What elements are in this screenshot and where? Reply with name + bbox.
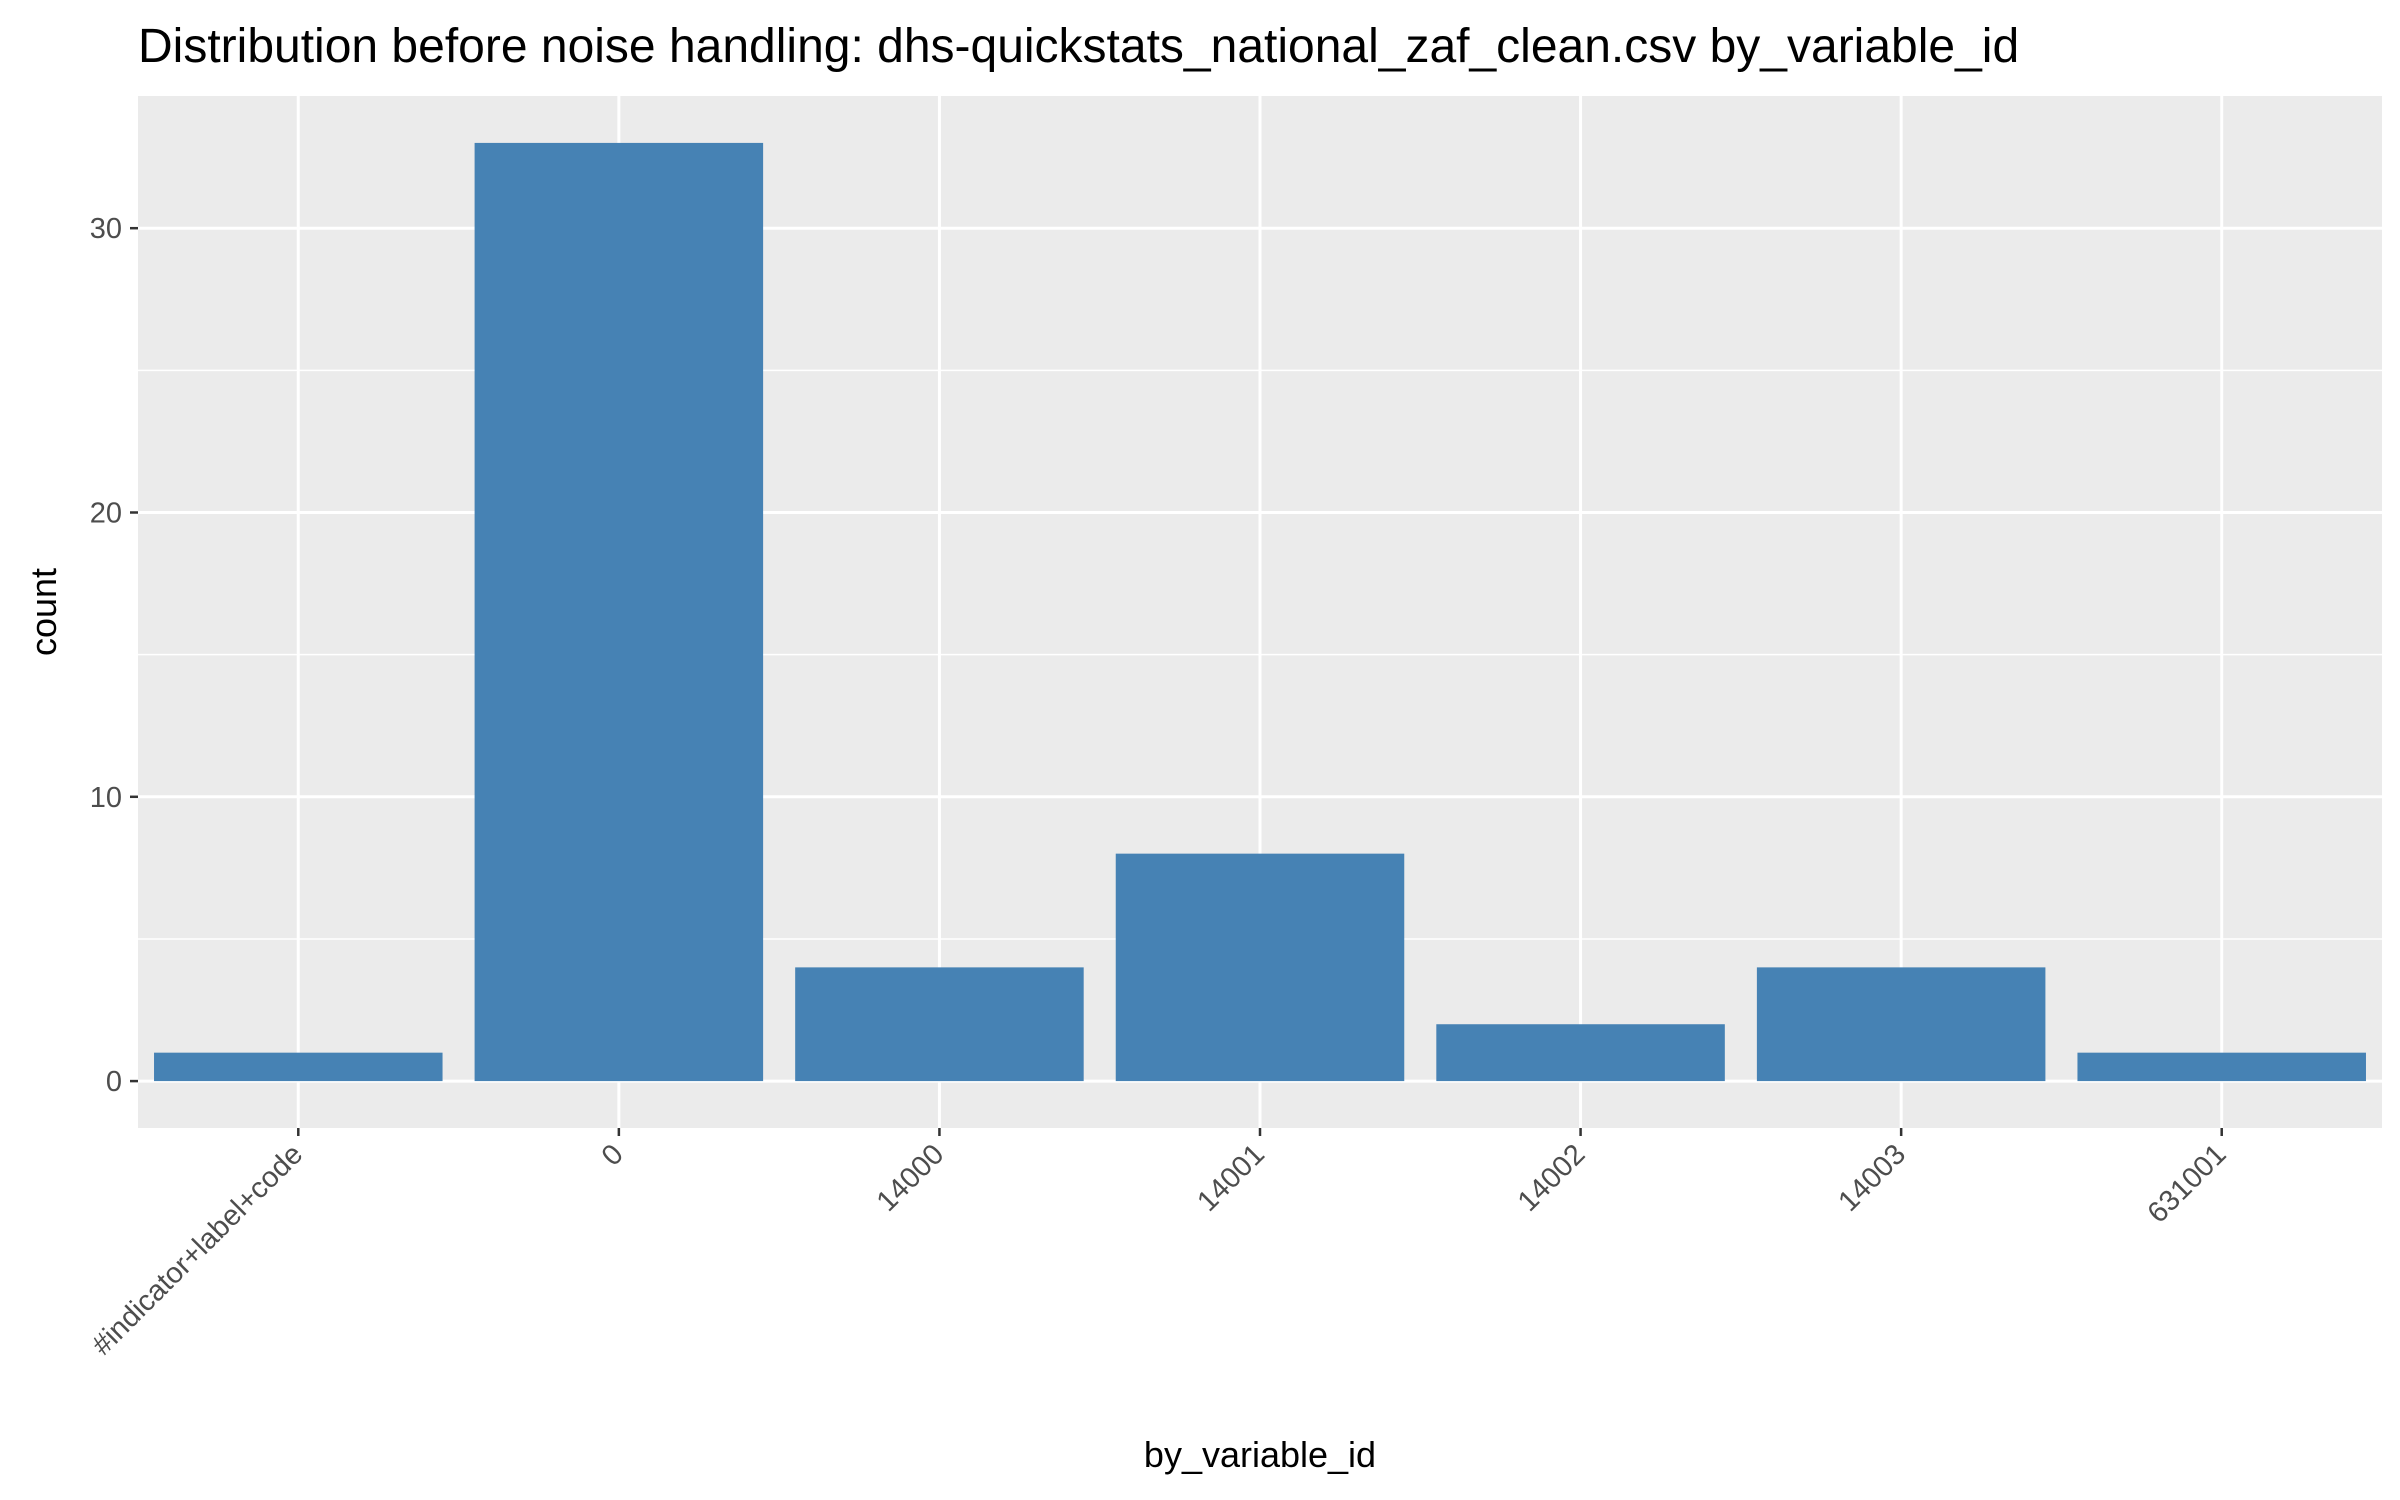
x-tick-label-2: 14000 xyxy=(871,1138,951,1218)
x-axis: #indicator+label+code 0 14000 14001 14002 140… xyxy=(86,1128,2233,1362)
bar-2 xyxy=(795,967,1084,1082)
x-tick-label-3: 14001 xyxy=(1191,1138,1271,1218)
x-tick-label-5: 14003 xyxy=(1832,1138,1912,1218)
bar-1 xyxy=(474,142,764,1082)
y-tick-label-2: 20 xyxy=(90,497,122,529)
bar-5 xyxy=(1756,967,2046,1082)
x-axis-title: by_variable_id xyxy=(1144,1434,1376,1475)
y-axis-title: count xyxy=(23,568,64,656)
bar-0 xyxy=(154,1052,443,1082)
x-tick-label-0: #indicator+label+code xyxy=(86,1138,309,1361)
bar-4 xyxy=(1436,1024,1725,1082)
y-axis: 0 10 20 30 xyxy=(90,213,138,1098)
y-tick-label-0: 0 xyxy=(106,1066,122,1098)
x-tick-label-6: 631001 xyxy=(2142,1138,2233,1229)
bar-3 xyxy=(1115,853,1405,1082)
chart-title: Distribution before noise handling: dhs-… xyxy=(138,20,2019,73)
y-tick-label-1: 10 xyxy=(90,782,122,814)
bars xyxy=(154,142,2366,1082)
y-tick-label-3: 30 xyxy=(90,213,122,245)
x-tick-label-1: 0 xyxy=(596,1138,630,1172)
bar-6 xyxy=(2077,1052,2366,1082)
x-tick-label-4: 14002 xyxy=(1512,1138,1592,1218)
